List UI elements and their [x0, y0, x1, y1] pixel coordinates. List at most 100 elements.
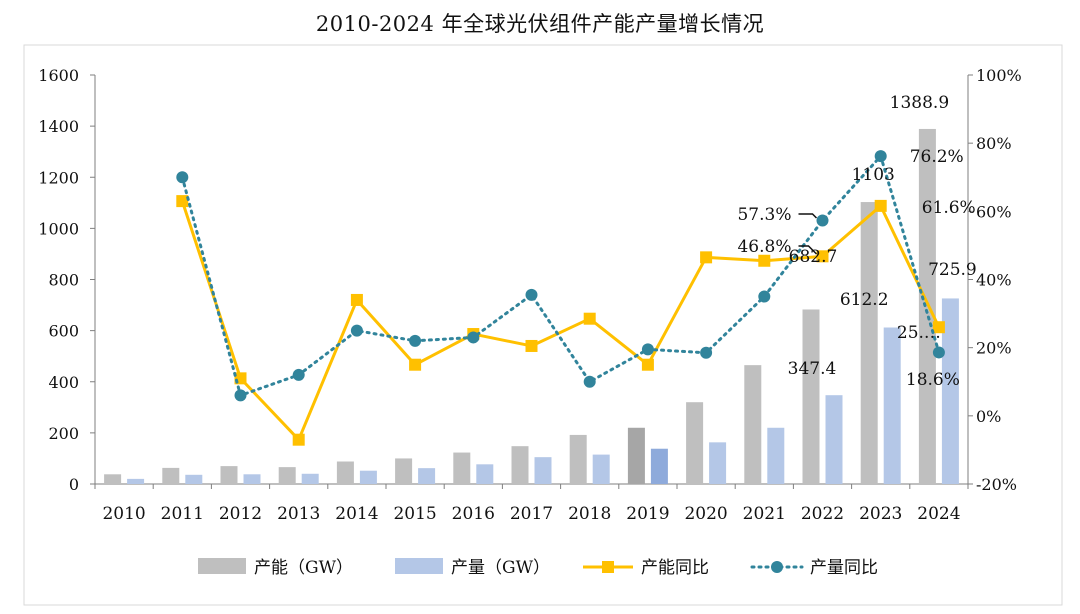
- bar-capacity: [453, 452, 471, 484]
- chart-title: 2010-2024 年全球光伏组件产能产量增长情况: [315, 12, 765, 36]
- left-tick-label: 1000: [38, 219, 79, 238]
- bar-output: [359, 470, 377, 484]
- bar-output: [301, 473, 319, 484]
- data-label-output-2023: 612.2: [840, 290, 889, 310]
- capacity-yoy-marker: [700, 251, 713, 264]
- capacity-yoy-marker: [932, 321, 945, 334]
- left-tick-label: 1600: [38, 66, 79, 85]
- right-tick-label: -20%: [976, 475, 1017, 494]
- bar-output: [767, 427, 785, 484]
- bar-output: [243, 474, 261, 484]
- data-label-capacity-yoy-2023: 61.6%: [922, 198, 976, 218]
- left-tick-label: 0: [69, 475, 79, 494]
- bar-output: [418, 468, 436, 484]
- x-tick-label: 2013: [277, 504, 320, 524]
- bar-output: [476, 464, 494, 484]
- output-yoy-marker: [176, 171, 189, 184]
- data-label-output-yoy-2022: 57.3%: [737, 205, 791, 225]
- left-tick-label: 800: [48, 271, 79, 290]
- capacity-yoy-line: [180, 200, 941, 442]
- right-tick-label: 20%: [976, 339, 1012, 358]
- output-yoy-marker: [583, 375, 596, 388]
- legend-label-0: 产能（GW）: [254, 558, 353, 578]
- data-label-capacity-yoy-2022: 46.8%: [737, 237, 791, 257]
- output-yoy-marker: [641, 343, 654, 356]
- data-label-output-2024: 725.9: [928, 260, 977, 280]
- bar-output: [941, 298, 959, 484]
- bar-capacity: [395, 458, 413, 484]
- x-tick-label: 2022: [801, 504, 844, 524]
- legend-label-1: 产量（GW）: [451, 558, 550, 578]
- x-tick-label: 2024: [917, 504, 960, 524]
- output-yoy-marker: [234, 389, 247, 402]
- capacity-yoy-marker: [409, 358, 422, 371]
- data-label-output-yoy-2024: 18.6%: [906, 370, 960, 390]
- legend-label-2: 产能同比: [641, 558, 709, 578]
- x-tick-label: 2015: [393, 504, 436, 524]
- output-yoy-marker: [758, 290, 771, 303]
- left-tick-label: 1200: [38, 168, 79, 187]
- legend-swatch-1: [395, 558, 443, 574]
- legend-marker-3: [771, 561, 783, 573]
- bar-capacity: [104, 474, 122, 484]
- left-tick-label: 400: [48, 373, 79, 392]
- right-tick-label: 60%: [976, 202, 1012, 221]
- bar-capacity: [220, 466, 238, 484]
- output-yoy-marker: [932, 346, 945, 359]
- data-label-capacity-2023: 1103: [852, 165, 895, 185]
- x-tick-label: 2010: [102, 504, 145, 524]
- bar-output: [883, 327, 901, 484]
- output-yoy-marker: [467, 331, 480, 344]
- bar-capacity: [569, 434, 587, 484]
- capacity-yoy-marker: [816, 250, 829, 263]
- bar-capacity: [627, 427, 645, 484]
- right-tick-label: 80%: [976, 134, 1012, 153]
- data-label-capacity-2022: 682.7: [789, 247, 838, 267]
- right-tick-label: 100%: [976, 66, 1022, 85]
- x-tick-label: 2019: [626, 504, 669, 524]
- chart-frame: [23, 44, 1063, 606]
- right-tick-label: 40%: [976, 271, 1012, 290]
- output-yoy-marker: [700, 346, 713, 359]
- bar-output: [592, 454, 610, 484]
- data-label-output-2022: 347.4: [788, 359, 837, 379]
- legend-label-3: 产量同比: [810, 558, 878, 578]
- x-tick-label: 2016: [452, 504, 495, 524]
- capacity-yoy-marker: [350, 293, 363, 306]
- output-yoy-marker: [409, 334, 422, 347]
- x-tick-label: 2023: [859, 504, 902, 524]
- bar-output: [650, 448, 668, 484]
- x-tick-label: 2011: [161, 504, 204, 524]
- bar-capacity: [686, 402, 704, 484]
- bar-capacity: [860, 202, 878, 484]
- right-tick-label: 0%: [976, 407, 1001, 426]
- x-tick-label: 2012: [219, 504, 262, 524]
- bar-capacity: [336, 461, 354, 484]
- capacity-yoy-marker: [525, 339, 538, 352]
- capacity-yoy-marker: [176, 195, 189, 208]
- x-tick-label: 2017: [510, 504, 553, 524]
- x-tick-label: 2018: [568, 504, 611, 524]
- left-tick-label: 200: [48, 424, 79, 443]
- legend-swatch-0: [198, 558, 246, 574]
- bar-capacity: [278, 467, 296, 484]
- output-yoy-line: [180, 154, 941, 397]
- capacity-yoy-marker: [641, 358, 654, 371]
- left-tick-label: 1400: [38, 117, 79, 136]
- x-tick-label: 2020: [684, 504, 727, 524]
- data-label-capacity-2024: 1388.9: [890, 93, 949, 113]
- leader-line: [798, 245, 818, 255]
- output-yoy-marker: [816, 214, 829, 227]
- capacity-yoy-marker: [583, 312, 596, 325]
- bar-output: [185, 474, 203, 484]
- bar-output: [825, 395, 843, 484]
- x-tick-label: 2014: [335, 504, 378, 524]
- capacity-yoy-marker: [874, 199, 887, 212]
- bar-output: [709, 442, 727, 484]
- bar-capacity: [802, 309, 820, 484]
- bar-capacity: [162, 467, 180, 484]
- legend-marker-2: [602, 561, 614, 573]
- data-label-capacity-yoy-2024: 25.…: [897, 323, 941, 343]
